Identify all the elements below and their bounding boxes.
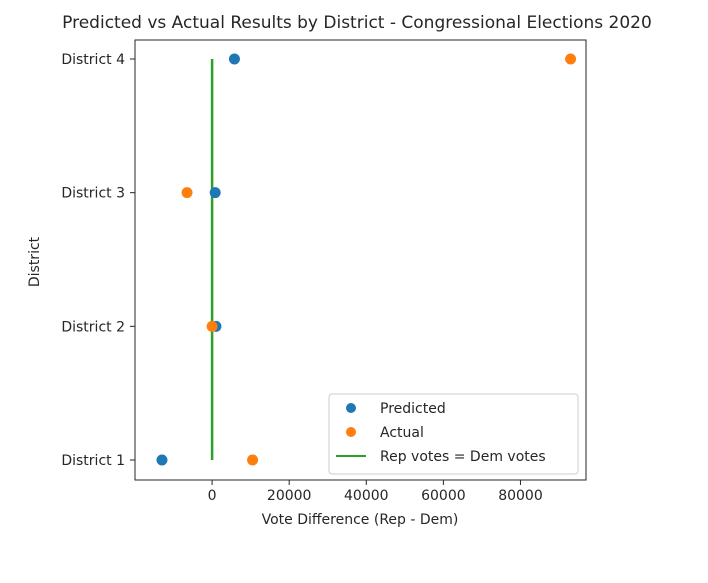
y-tick-label: District 2 — [61, 319, 125, 335]
legend-box — [328, 393, 579, 475]
y-tick-label: District 1 — [61, 453, 125, 469]
legend-label-actual: Actual — [380, 425, 424, 441]
predicted-point-3 — [209, 187, 221, 199]
x-tick-label: 0 — [208, 488, 217, 504]
actual-point-1 — [247, 454, 259, 466]
legend: Predicted Actual Rep votes = Dem votes — [328, 393, 579, 475]
x-axis: 0 20000 40000 60000 80000 — [208, 480, 543, 504]
x-tick-label: 80000 — [498, 488, 543, 504]
y-tick-label: District 3 — [61, 186, 125, 202]
plot-area — [134, 39, 587, 481]
plot-frame — [134, 39, 587, 481]
x-tick-label: 40000 — [344, 488, 389, 504]
x-axis-label: Vote Difference (Rep - Dem) — [262, 512, 459, 528]
legend-marker-actual — [346, 427, 356, 437]
legend-marker-predicted — [346, 403, 356, 413]
actual-point-4 — [565, 53, 577, 65]
x-tick-label: 20000 — [267, 488, 312, 504]
legend-label-predicted: Predicted — [380, 401, 446, 417]
y-axis: District 1 District 2 District 3 District 4 — [61, 52, 135, 469]
predicted-point-4 — [228, 53, 240, 65]
x-tick-label: 60000 — [421, 488, 466, 504]
legend-label-reference-line: Rep votes = Dem votes — [380, 449, 546, 465]
chart-title: Predicted vs Actual Results by District … — [62, 13, 652, 33]
points-group — [156, 53, 577, 466]
actual-point-2 — [206, 320, 218, 332]
y-tick-label: District 4 — [61, 52, 125, 68]
y-axis-label: District — [27, 236, 43, 287]
actual-point-3 — [181, 187, 193, 199]
predicted-point-1 — [156, 454, 168, 466]
